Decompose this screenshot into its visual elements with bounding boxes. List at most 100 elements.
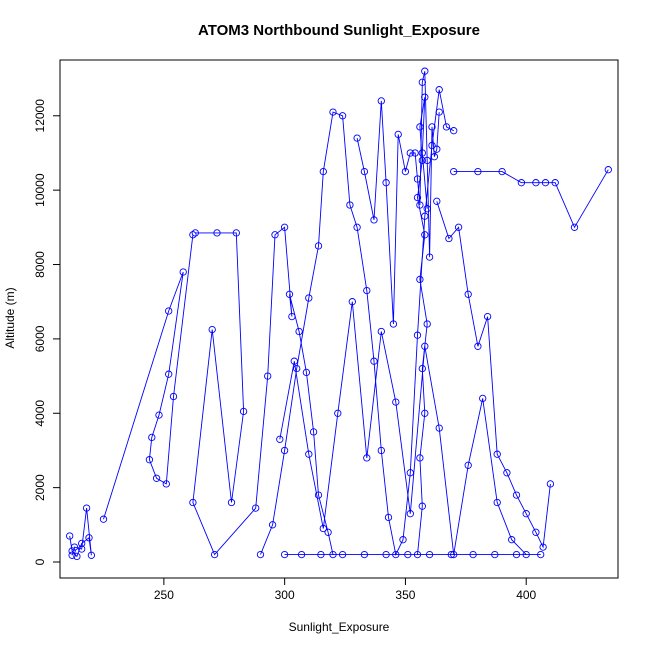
data-point (394, 130, 402, 139)
data-point (430, 153, 439, 161)
y-axis: 0 2000 4000 6000 8000 10000 12000 (33, 99, 61, 565)
y-tick-label: 8000 (33, 251, 47, 278)
data-point (353, 134, 361, 142)
data-point (433, 145, 441, 153)
data-point (179, 268, 187, 276)
data-point (512, 550, 521, 559)
data-point (406, 149, 414, 157)
data-point (208, 325, 216, 334)
data-point (165, 370, 173, 378)
data-point (401, 167, 410, 176)
data-point (474, 342, 482, 350)
data-point (293, 364, 301, 373)
data-point (252, 504, 260, 512)
data-point (370, 357, 378, 365)
data-point (503, 469, 511, 477)
data-point (433, 197, 441, 205)
data-point (66, 532, 74, 540)
data-point (99, 515, 108, 523)
data-point (517, 179, 526, 187)
data-point (428, 123, 436, 131)
data-point (297, 550, 306, 559)
y-tick-label: 12000 (33, 99, 47, 133)
data-point (338, 112, 347, 120)
data-point (338, 550, 347, 559)
data-point (447, 550, 455, 559)
series-line-9 (279, 301, 527, 555)
data-point (464, 290, 472, 298)
data-point (474, 167, 482, 176)
x-axis-label: Sunlight_Exposure (289, 620, 390, 634)
data-point (271, 231, 279, 239)
data-point (421, 342, 429, 350)
data-point (227, 498, 236, 507)
data-point (288, 312, 296, 321)
x-tick-label: 250 (154, 588, 174, 602)
data-point (382, 550, 390, 559)
data-point (295, 327, 303, 336)
data-point (152, 474, 161, 482)
y-tick-label: 0 (33, 558, 47, 565)
data-point (305, 450, 313, 458)
data-point (353, 223, 361, 231)
data-point (469, 550, 477, 559)
data-point (532, 528, 540, 536)
data-point (360, 167, 369, 176)
data-point (239, 407, 248, 416)
data-point (570, 223, 579, 231)
data-point (418, 78, 426, 86)
data-point (285, 290, 294, 298)
data-point (421, 231, 429, 239)
x-tick-label: 400 (516, 588, 536, 602)
data-point (264, 372, 272, 380)
data-point (382, 179, 390, 187)
x-axis: 250 300 350 400 (154, 577, 537, 602)
data-point (413, 331, 422, 339)
data-point (314, 491, 323, 499)
data-point (454, 223, 463, 231)
data-point (329, 108, 337, 116)
data-point (191, 229, 199, 237)
data-point (442, 123, 451, 131)
data-point (423, 156, 431, 165)
data-point (512, 491, 521, 499)
data-point (421, 409, 429, 417)
data-point (508, 536, 516, 544)
data-point (162, 480, 170, 488)
data-point (435, 424, 443, 432)
data-point (418, 149, 426, 157)
data-point (87, 551, 96, 559)
data-point (189, 498, 197, 507)
data-point (413, 193, 422, 202)
data-point (551, 179, 559, 187)
data-point (399, 536, 407, 544)
data-point (165, 307, 173, 315)
series-layer (66, 67, 612, 561)
data-point (70, 543, 79, 551)
data-point (546, 480, 555, 488)
y-tick-label: 4000 (33, 400, 47, 427)
data-point (377, 327, 385, 336)
data-point (145, 456, 154, 464)
data-point (604, 166, 612, 174)
data-point (68, 551, 76, 559)
chart-title: ATOM3 Northbound Sunlight_Exposure (198, 22, 480, 39)
data-point (334, 409, 342, 417)
data-point (169, 392, 178, 401)
data-point (413, 175, 422, 183)
data-point (423, 320, 431, 328)
data-point (348, 298, 356, 306)
data-point (280, 446, 289, 455)
data-point (256, 550, 265, 559)
data-point (425, 253, 434, 261)
data-point (493, 498, 501, 507)
data-point (85, 534, 93, 542)
data-point (370, 216, 378, 224)
data-point (346, 201, 354, 209)
y-tick-label: 6000 (33, 325, 47, 352)
series-line-7 (436, 201, 551, 549)
data-point (309, 428, 318, 436)
data-point (404, 550, 412, 559)
data-point (491, 550, 499, 559)
